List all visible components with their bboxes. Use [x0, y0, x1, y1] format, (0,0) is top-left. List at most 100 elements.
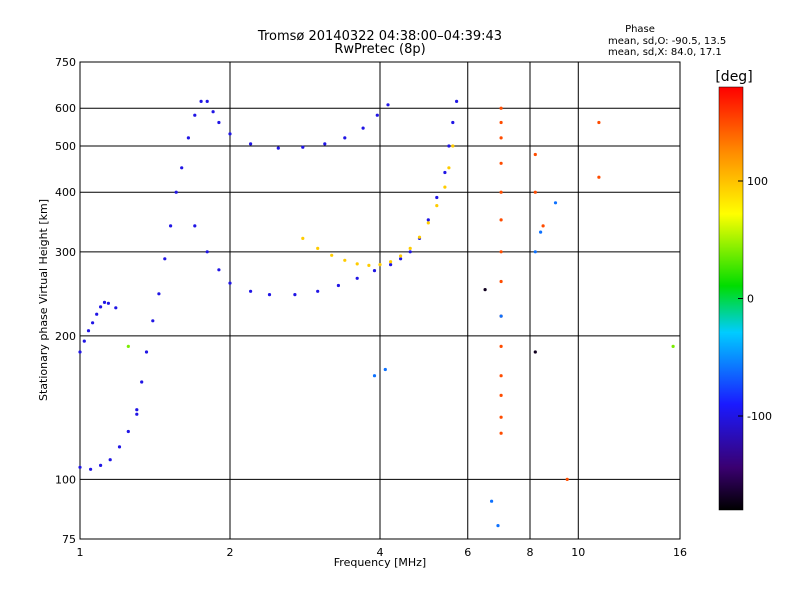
data-point: [343, 136, 347, 140]
data-point: [499, 374, 503, 378]
phase-stats-o: mean, sd,O: -90.5, 13.5: [608, 36, 726, 47]
chart-title: Tromsø 20140322 04:38:00–04:39:43: [257, 29, 502, 44]
y-axis-ticks: 75 100 200 300 400 500 600 750: [55, 56, 76, 546]
y-tick-label: 300: [55, 246, 76, 259]
phase-stats-x: mean, sd,X: 84.0, 17.1: [608, 47, 722, 58]
data-point: [228, 132, 232, 136]
data-point: [86, 329, 91, 333]
data-point: [417, 235, 422, 239]
data-point: [389, 260, 393, 264]
data-point: [163, 257, 167, 261]
data-point: [499, 415, 503, 419]
data-point: [193, 224, 197, 228]
colorbar-tick-label: 100: [747, 175, 768, 188]
data-point: [451, 120, 455, 125]
data-point: [135, 408, 139, 412]
data-point: [408, 246, 412, 250]
data-point: [533, 250, 537, 254]
data-point: [301, 145, 305, 149]
data-point: [316, 246, 320, 250]
data-point: [499, 279, 503, 284]
data-point: [217, 120, 221, 125]
data-point: [343, 258, 347, 262]
data-point: [89, 467, 93, 471]
data-point: [499, 393, 503, 397]
data-point: [330, 253, 334, 257]
data-point: [490, 499, 494, 503]
data-point: [267, 293, 272, 297]
data-point: [597, 120, 601, 125]
data-point: [323, 142, 327, 146]
data-point: [355, 262, 359, 266]
chart-subtitle: RwPretec (8p): [334, 42, 425, 57]
data-point: [367, 263, 371, 267]
data-point: [499, 136, 503, 140]
data-point: [383, 367, 387, 372]
data-point: [447, 166, 451, 170]
data-point: [378, 263, 382, 267]
y-axis-label: Stationary phase Virtual Height [km]: [37, 199, 50, 401]
y-tick-label: 600: [55, 102, 76, 115]
y-tick-label: 75: [62, 533, 76, 546]
data-point: [193, 113, 197, 117]
colorbar-label: [deg]: [715, 69, 752, 85]
data-point: [140, 380, 144, 384]
data-point: [82, 339, 86, 343]
data-point: [126, 429, 130, 434]
data-point: [533, 152, 537, 157]
data-point: [355, 276, 359, 280]
data-point: [99, 463, 103, 467]
data-point: [435, 204, 439, 208]
data-point: [78, 465, 82, 469]
y-tick-label: 200: [55, 330, 76, 343]
data-point: [211, 110, 215, 114]
data-point: [451, 144, 455, 148]
data-point: [426, 218, 430, 222]
data-point: [408, 250, 412, 254]
data-point: [496, 524, 500, 528]
data-point: [151, 319, 155, 323]
data-point: [435, 195, 439, 200]
x-axis-ticks: 1 2 4 6 8 10 16: [77, 546, 688, 559]
x-tick-label: 16: [673, 546, 687, 559]
data-point: [443, 185, 447, 189]
data-point: [301, 236, 305, 240]
data-point: [114, 306, 118, 310]
data-point: [533, 190, 537, 194]
data-point: [169, 224, 173, 228]
data-point: [539, 230, 543, 234]
data-point: [102, 300, 107, 304]
data-point: [597, 175, 601, 179]
data-point: [144, 350, 149, 354]
data-point: [276, 146, 280, 150]
data-point: [91, 321, 95, 325]
data-point: [106, 301, 110, 305]
data-point: [372, 374, 377, 378]
data-point: [78, 350, 82, 354]
data-point: [135, 412, 139, 416]
data-point: [117, 445, 122, 449]
data-point: [443, 170, 447, 175]
data-point: [499, 120, 503, 125]
data-point: [186, 136, 190, 140]
data-point: [426, 221, 430, 225]
data-point: [361, 126, 365, 130]
data-point: [205, 99, 209, 103]
data-point: [499, 190, 503, 194]
data-point: [483, 288, 487, 292]
data-point: [228, 281, 232, 285]
data-point: [249, 289, 253, 293]
data-point: [316, 289, 320, 293]
data-point: [671, 344, 675, 348]
data-point: [399, 254, 403, 258]
data-point: [199, 99, 203, 103]
x-tick-label: 1: [77, 546, 84, 559]
data-points: [78, 99, 675, 528]
data-point: [336, 283, 340, 288]
data-point: [95, 312, 99, 316]
data-point: [386, 103, 390, 107]
y-tick-label: 500: [55, 140, 76, 153]
data-point: [499, 106, 503, 110]
grid-lines: [80, 62, 680, 539]
